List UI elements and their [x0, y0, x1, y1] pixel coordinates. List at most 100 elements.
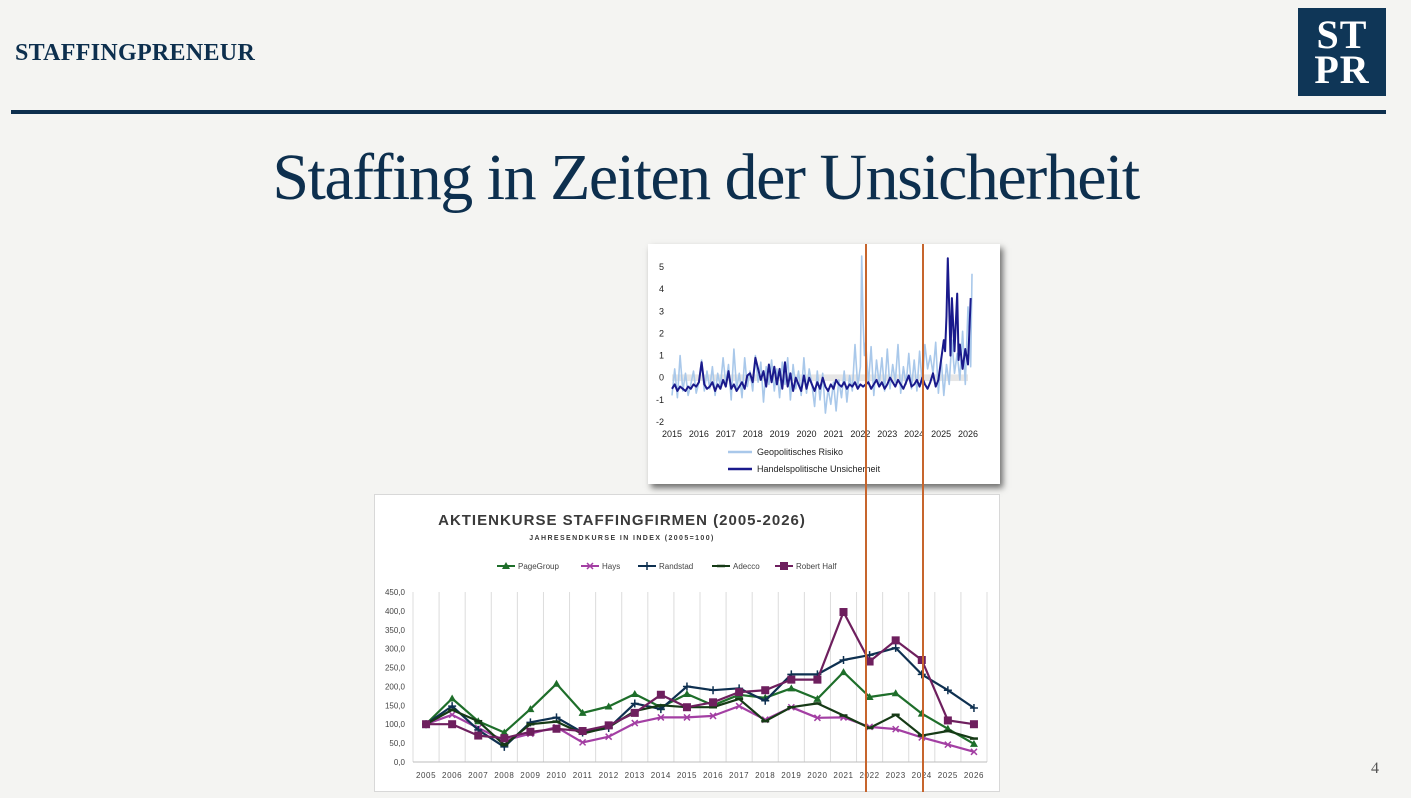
- x-tick-label: 2013: [625, 771, 645, 780]
- data-point-robert-half: [682, 703, 691, 712]
- data-point-hays: [709, 712, 717, 720]
- x-tick-label: 2020: [797, 429, 817, 439]
- y-tick-label: 5: [659, 262, 664, 272]
- y-tick-label: 400,0: [385, 607, 406, 616]
- x-tick-label: 2011: [573, 771, 593, 780]
- data-point-pagegroup: [682, 690, 691, 697]
- y-tick-label: 150,0: [385, 701, 406, 710]
- data-point-robert-half: [735, 688, 744, 697]
- data-point-randstad: [761, 696, 770, 705]
- logo-line-2: PR: [1314, 47, 1370, 92]
- data-point-robert-half: [656, 690, 665, 699]
- data-point-robert-half: [865, 657, 874, 666]
- data-point-hays: [683, 713, 691, 721]
- data-point-pagegroup: [839, 668, 848, 676]
- x-tick-label: 2006: [442, 771, 462, 780]
- x-tick-label: 2021: [823, 429, 843, 439]
- legend-label: Robert Half: [796, 562, 837, 571]
- data-point-hays: [631, 719, 639, 727]
- data-point-randstad: [682, 682, 691, 691]
- data-point-randstad: [943, 686, 952, 695]
- data-point-pagegroup: [448, 694, 457, 702]
- x-tick-label: 2012: [599, 771, 619, 780]
- data-point-robert-half: [943, 716, 952, 725]
- data-point-robert-half: [969, 720, 978, 729]
- y-tick-label: -1: [656, 395, 664, 405]
- uncertainty-chart-svg: -2 -1 0 1 2 3 4 5 2015 2016 2017 2018 2019 2020 2021 20…: [656, 255, 978, 474]
- y-tick-label: 250,0: [385, 664, 406, 673]
- data-point-pagegroup: [865, 693, 874, 701]
- x-tick-label: 2005: [416, 771, 436, 780]
- marker-line-2024: [922, 244, 924, 792]
- chart-subtitle: JAHRESENDKURSE IN INDEX (2005=100): [529, 535, 715, 542]
- x-tick-label: 2007: [468, 771, 488, 780]
- logo-line-1: ST: [1316, 12, 1368, 57]
- x-tick-label: 2023: [877, 429, 897, 439]
- x-tick-label: 2019: [781, 771, 801, 780]
- legend-marker: [502, 562, 510, 569]
- x-tick-label: 2020: [807, 771, 827, 780]
- x-tick-label: 2008: [494, 771, 514, 780]
- stock-chart-svg: AKTIENKURSE STAFFINGFIRMEN (2005-2026) JA…: [385, 512, 988, 780]
- x-tick-label: 2026: [958, 429, 978, 439]
- zero-band: [672, 374, 968, 382]
- legend-label: Adecco: [733, 562, 760, 571]
- legend-marker: [780, 562, 788, 570]
- x-tick-label: 2025: [931, 429, 951, 439]
- data-point-pagegroup: [526, 705, 535, 713]
- legend-label: Geopolitisches Risiko: [757, 447, 843, 457]
- x-tick-label: 2022: [850, 429, 870, 439]
- stock-chart: AKTIENKURSE STAFFINGFIRMEN (2005-2026) JA…: [374, 494, 1000, 792]
- data-point-hays: [892, 725, 900, 733]
- header-divider: [11, 110, 1386, 114]
- data-point-hays: [448, 711, 456, 719]
- series-line-hays: [425, 705, 975, 753]
- data-point-robert-half: [917, 656, 926, 664]
- data-point-randstad: [709, 686, 718, 695]
- data-point-robert-half: [787, 675, 796, 684]
- x-tick-label: 2024: [904, 429, 924, 439]
- data-point-randstad: [552, 713, 561, 722]
- data-point-robert-half: [839, 608, 848, 617]
- data-point-robert-half: [500, 734, 509, 743]
- y-tick-label: 0,0: [394, 758, 406, 767]
- data-point-robert-half: [604, 721, 613, 730]
- data-point-pagegroup: [891, 689, 900, 697]
- data-point-pagegroup: [604, 702, 613, 710]
- data-point-hays: [944, 741, 952, 749]
- data-point-robert-half: [552, 724, 561, 733]
- data-point-hays: [605, 733, 613, 741]
- y-tick-label: 200,0: [385, 682, 406, 691]
- y-tick-label: 0: [659, 373, 664, 383]
- series-line-handelspolitische-unsicherheit: [671, 257, 972, 392]
- x-tick-label: 2026: [964, 771, 984, 780]
- x-tick-label: 2023: [886, 771, 906, 780]
- data-point-robert-half: [709, 698, 718, 707]
- legend-marker: [643, 562, 651, 570]
- y-tick-label: 350,0: [385, 626, 406, 635]
- y-tick-label: 100,0: [385, 720, 406, 729]
- x-tick-label: 2016: [703, 771, 723, 780]
- data-point-robert-half: [813, 675, 822, 684]
- y-tick-label: 2: [659, 328, 664, 338]
- data-point-pagegroup: [813, 694, 822, 702]
- marker-line-2022: [865, 244, 867, 792]
- series-line-robert-half: [426, 610, 975, 740]
- data-point-robert-half: [891, 636, 900, 645]
- legend-label: Handelspolitische Unsicherheit: [757, 464, 881, 474]
- slide-title: Staffing in Zeiten der Unsicherheit: [272, 141, 1140, 214]
- data-point-pagegroup: [630, 690, 639, 697]
- legend-label: Randstad: [659, 562, 693, 571]
- x-tick-label: 2025: [938, 771, 958, 780]
- data-point-randstad: [917, 670, 926, 679]
- x-tick-label: 2016: [689, 429, 709, 439]
- chart-title: AKTIENKURSE STAFFINGFIRMEN (2005-2026): [438, 512, 806, 529]
- logo: ST PR: [1298, 8, 1386, 96]
- x-tick-label: 2015: [677, 771, 697, 780]
- x-tick-label: 2014: [651, 771, 671, 780]
- data-point-pagegroup: [500, 728, 509, 736]
- data-point-robert-half: [526, 727, 535, 736]
- x-tick-label: 2024: [912, 771, 932, 780]
- x-tick-label: 2010: [546, 771, 566, 780]
- data-point-hays: [657, 713, 665, 721]
